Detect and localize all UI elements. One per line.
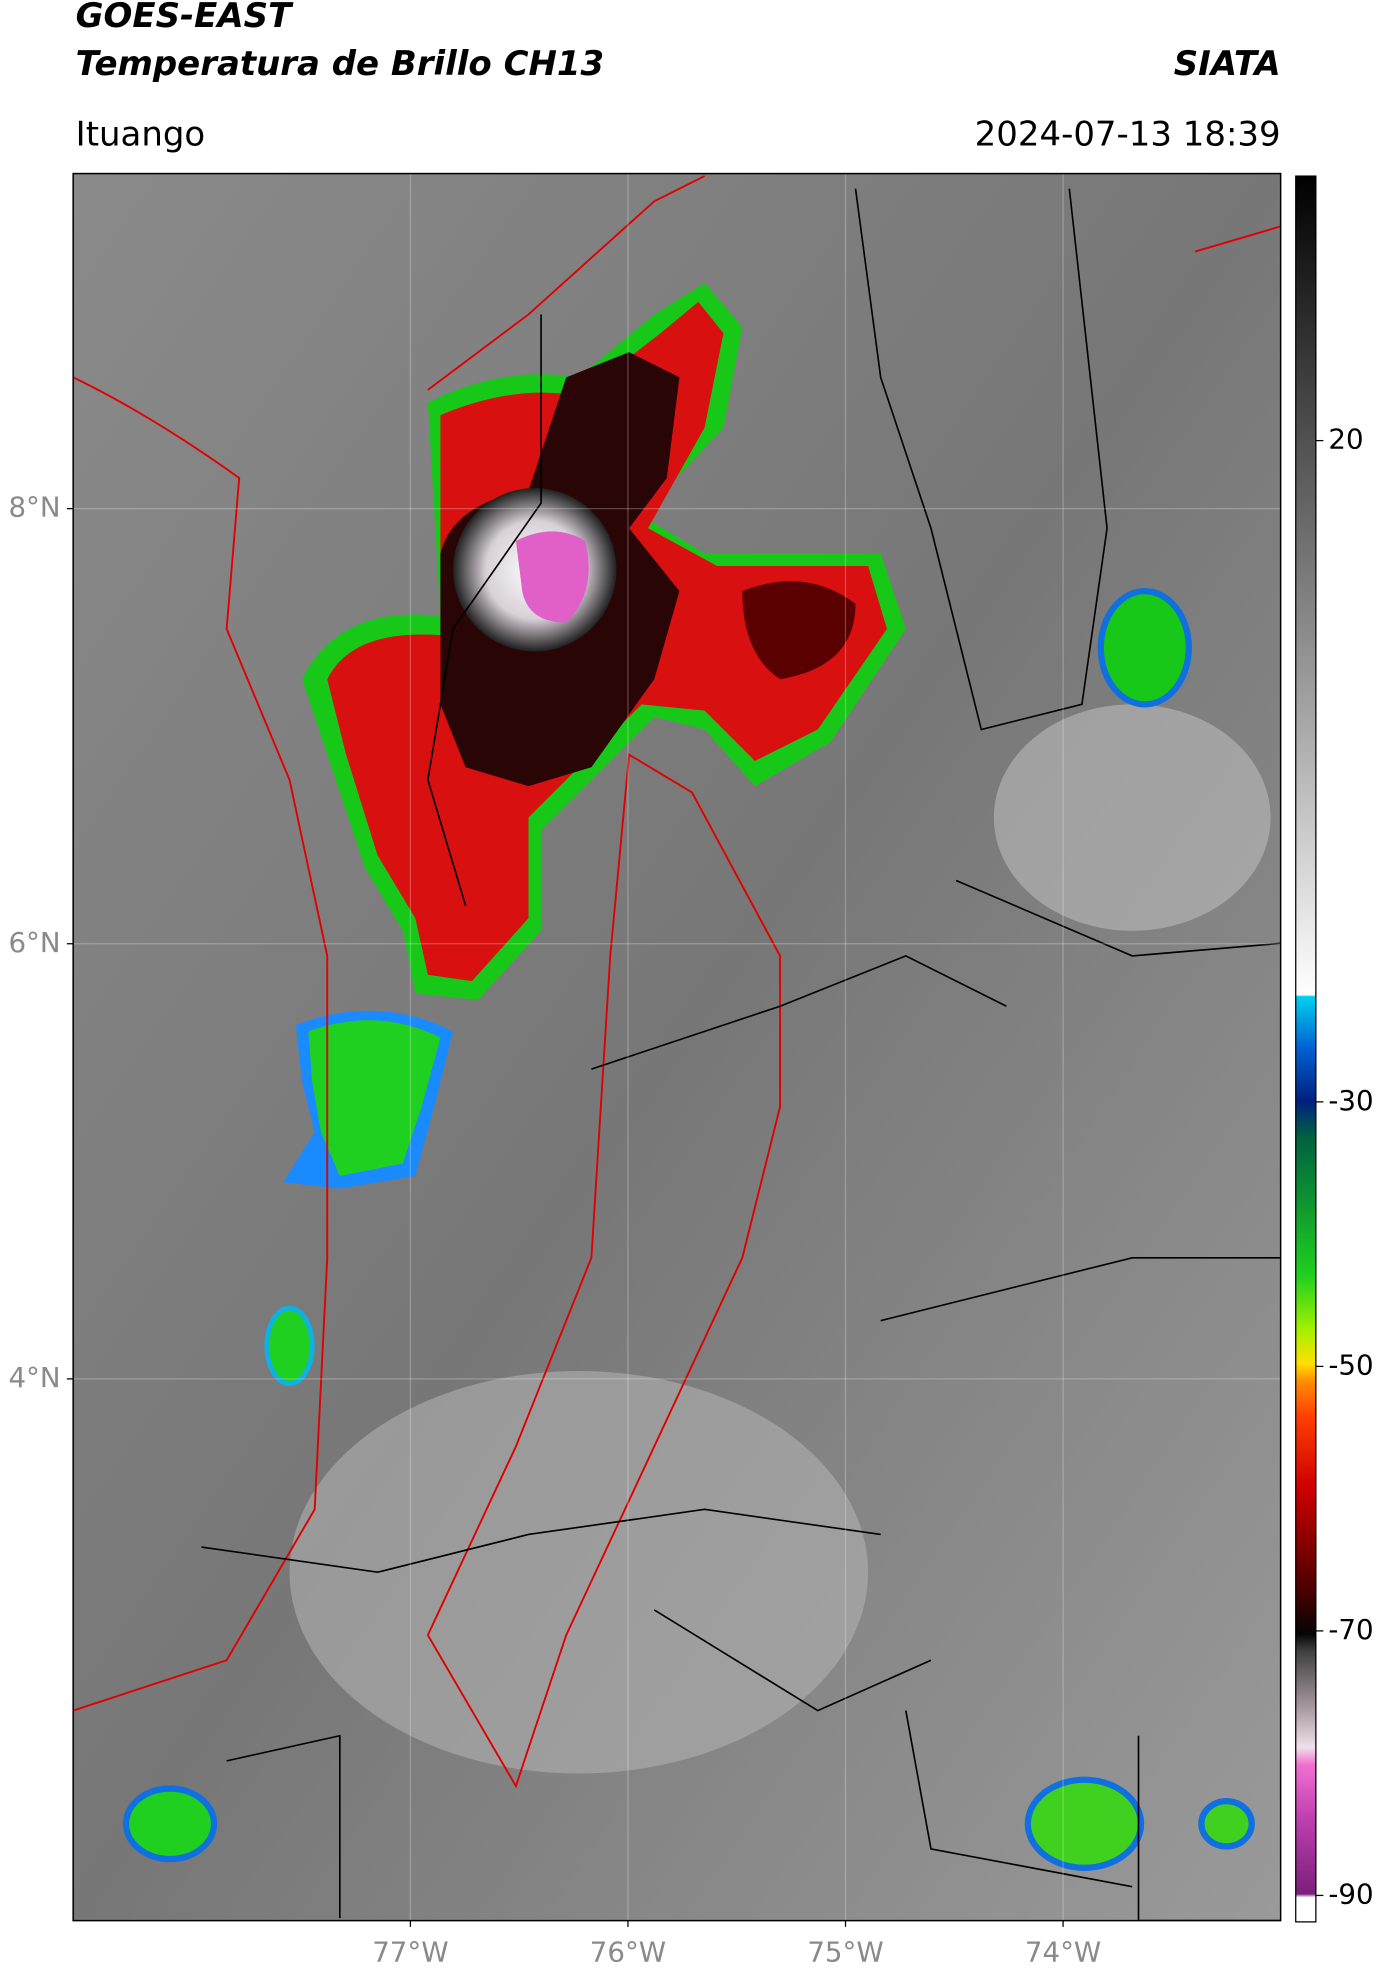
lat-label: 8°N [8, 491, 60, 524]
subtitle: Temperatura de Brillo CH13 [76, 44, 604, 84]
ticks: 77°W 76°W 75°W 74°W 8°N 6°N 4°N 20 -30 -50 -70 -90 [8, 423, 1373, 1969]
colorbar-label: -90 [1328, 1877, 1373, 1910]
colorbar-label: -70 [1328, 1613, 1373, 1646]
colorbar-label: 20 [1328, 423, 1363, 456]
satellite-image [73, 173, 1281, 1921]
graticule [73, 173, 1281, 1921]
colorbar-label: -50 [1328, 1348, 1373, 1381]
lon-label: 74°W [1025, 1935, 1101, 1968]
map-frame [72, 172, 1282, 1922]
lat-label: 4°N [8, 1361, 60, 1394]
title: GOES-EAST [76, 0, 294, 36]
colorbar-label: -30 [1328, 1084, 1373, 1117]
datetime: 2024-07-13 18:39 [975, 114, 1281, 154]
location: Ituango [76, 114, 206, 154]
lon-label: 75°W [807, 1935, 883, 1968]
colorbar [1295, 175, 1317, 1923]
brand: SIATA [1174, 44, 1281, 84]
lon-label: 77°W [372, 1935, 448, 1968]
lon-label: 76°W [590, 1935, 666, 1968]
lat-label: 6°N [8, 926, 60, 959]
